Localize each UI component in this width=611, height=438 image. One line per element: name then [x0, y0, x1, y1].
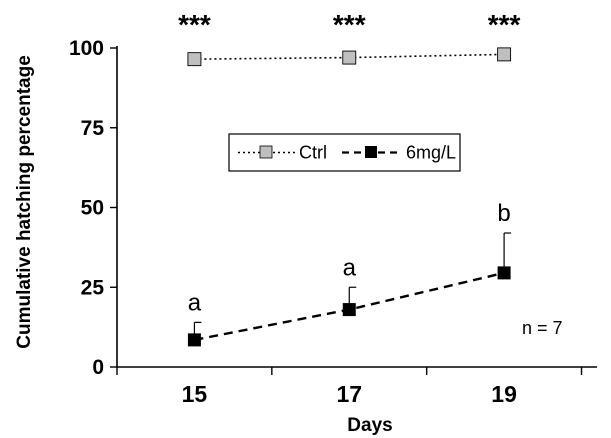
x-axis-title: Days: [347, 415, 392, 436]
labels-layer: *** *** *** a a b: [178, 9, 520, 316]
sample-size-note: n = 7: [522, 318, 563, 338]
y-tick-label: 75: [81, 117, 105, 140]
data-point: [342, 50, 357, 65]
group-letter: b: [497, 200, 510, 227]
data-point: [497, 266, 511, 280]
data-point: [342, 303, 356, 317]
legend-ctrl-label: Ctrl: [299, 143, 327, 163]
significance-label: ***: [488, 9, 521, 40]
data-point: [187, 333, 201, 347]
x-tick-label: 17: [336, 381, 362, 407]
series-layer: [187, 47, 512, 347]
significance-label: ***: [178, 9, 211, 40]
group-letter: a: [188, 289, 202, 316]
x-tick-label: 15: [182, 381, 208, 407]
y-tick-label: 25: [81, 276, 105, 299]
y-tick-label: 50: [81, 197, 104, 220]
axes: 0 25 50 75 100 15 17 19: [69, 37, 597, 407]
y-tick-label: 0: [92, 356, 104, 379]
x-tick-label: 19: [491, 381, 517, 407]
legend: Ctrl 6mg/L: [228, 133, 461, 172]
data-point: [497, 47, 512, 62]
y-tick-label: 100: [69, 37, 104, 60]
legend-treat-marker: [365, 146, 377, 158]
legend-treat-label: 6mg/L: [406, 143, 456, 163]
legend-ctrl-marker: [259, 145, 273, 159]
data-point: [187, 52, 202, 67]
significance-label: ***: [333, 9, 366, 40]
y-axis-title: Cumulative hatching percentage: [14, 55, 35, 349]
series-line-0: [194, 53, 505, 60]
group-letter: a: [343, 254, 357, 281]
